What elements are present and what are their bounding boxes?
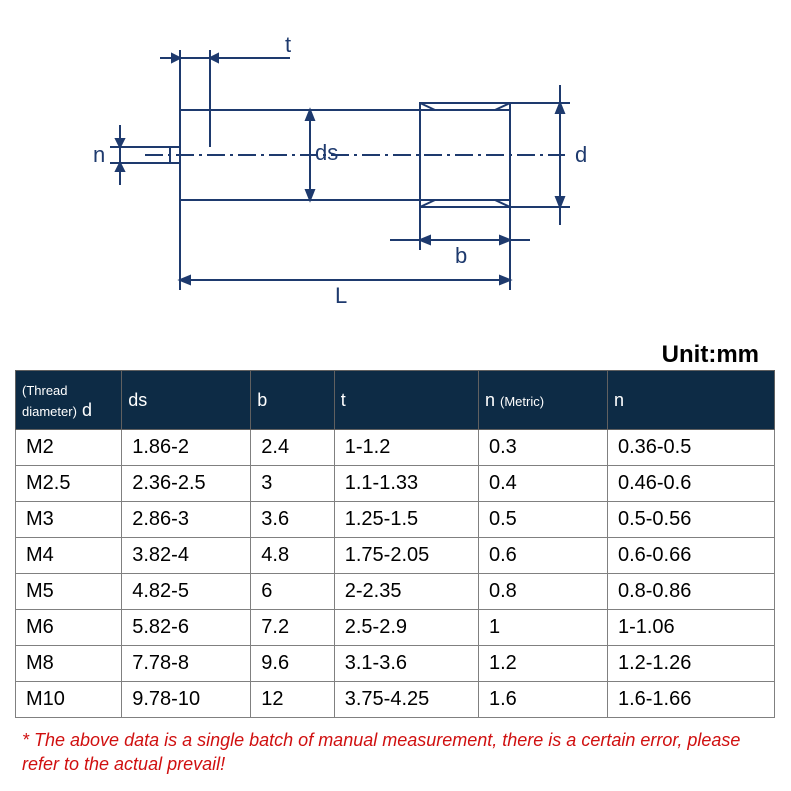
table-header-row: (Thread diameter) d ds b t n (Metric) n [16,371,775,430]
table-row: M2.52.36-2.531.1-1.330.40.46-0.6 [16,466,775,502]
table-cell: 6 [251,574,334,610]
table-cell: M8 [16,646,122,682]
table-cell: 0.8 [478,574,607,610]
table-cell: 0.8-0.86 [607,574,774,610]
table-cell: 5.82-6 [122,610,251,646]
table-cell: 3.82-4 [122,538,251,574]
dim-t: t [285,32,291,57]
table-cell: M2.5 [16,466,122,502]
table-cell: 0.6-0.66 [607,538,774,574]
table-cell: 1-1.2 [334,430,478,466]
col-n-metric-sub: (Metric) [500,394,544,409]
col-b: b [257,390,267,410]
table-cell: 1.2 [478,646,607,682]
table-cell: 7.2 [251,610,334,646]
table-cell: 1 [478,610,607,646]
col-d: d [82,400,92,420]
col-ds: ds [128,390,147,410]
table-cell: 1-1.06 [607,610,774,646]
table-cell: 2.86-3 [122,502,251,538]
dim-ds: ds [315,140,338,165]
table-row: M21.86-22.41-1.20.30.36-0.5 [16,430,775,466]
table-cell: 0.46-0.6 [607,466,774,502]
table-cell: 9.78-10 [122,682,251,718]
table-cell: M3 [16,502,122,538]
table-cell: 9.6 [251,646,334,682]
table-cell: 0.4 [478,466,607,502]
table-cell: 3.1-3.6 [334,646,478,682]
col-n: n [614,390,624,410]
dim-n: n [93,142,105,167]
table-cell: 2-2.35 [334,574,478,610]
table-row: M43.82-44.81.75-2.050.60.6-0.66 [16,538,775,574]
table-cell: 2.4 [251,430,334,466]
col-d-sub: (Thread diameter) [22,383,77,419]
technical-diagram: t n ds d b L [90,30,650,310]
table-cell: 1.6 [478,682,607,718]
table-cell: 4.82-5 [122,574,251,610]
table-cell: 1.25-1.5 [334,502,478,538]
table-body: M21.86-22.41-1.20.30.36-0.5M2.52.36-2.53… [16,430,775,718]
table-cell: 4.8 [251,538,334,574]
table-cell: 0.5 [478,502,607,538]
table-cell: 1.1-1.33 [334,466,478,502]
table-cell: 3 [251,466,334,502]
table-cell: 1.86-2 [122,430,251,466]
table-cell: M4 [16,538,122,574]
dim-L: L [335,283,347,308]
table-cell: M10 [16,682,122,718]
table-cell: 0.36-0.5 [607,430,774,466]
table-cell: 1.2-1.26 [607,646,774,682]
col-t: t [341,390,346,410]
table-row: M54.82-562-2.350.80.8-0.86 [16,574,775,610]
table-cell: M6 [16,610,122,646]
col-n-metric: n [485,390,495,410]
table-cell: 1.6-1.66 [607,682,774,718]
dim-d: d [575,142,587,167]
table-cell: 7.78-8 [122,646,251,682]
unit-label: Unit:mm [662,341,759,369]
table-row: M87.78-89.63.1-3.61.21.2-1.26 [16,646,775,682]
table-row: M109.78-10123.75-4.251.61.6-1.66 [16,682,775,718]
table-cell: M5 [16,574,122,610]
table-cell: 1.75-2.05 [334,538,478,574]
table-row: M65.82-67.22.5-2.911-1.06 [16,610,775,646]
table-row: M32.86-33.61.25-1.50.50.5-0.56 [16,502,775,538]
table-cell: 12 [251,682,334,718]
table-cell: 2.5-2.9 [334,610,478,646]
footnote: * The above data is a single batch of ma… [22,728,762,777]
table-cell: 0.3 [478,430,607,466]
table-cell: 0.5-0.56 [607,502,774,538]
spec-table: (Thread diameter) d ds b t n (Metric) n … [15,370,775,718]
table-cell: 0.6 [478,538,607,574]
table-cell: M2 [16,430,122,466]
table-cell: 2.36-2.5 [122,466,251,502]
table-cell: 3.6 [251,502,334,538]
table-cell: 3.75-4.25 [334,682,478,718]
dim-b: b [455,243,467,268]
